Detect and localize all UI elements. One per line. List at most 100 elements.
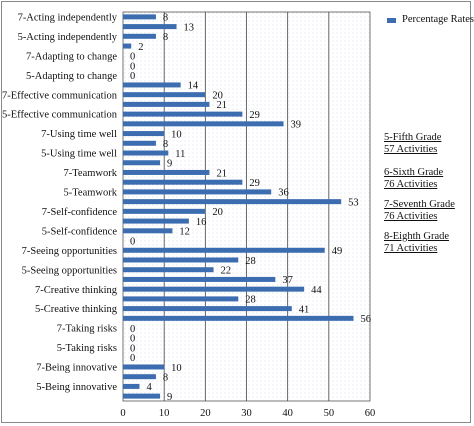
category-label: 7-Adapting to change xyxy=(26,51,117,62)
bar xyxy=(123,179,243,185)
value-label: 29 xyxy=(249,178,260,189)
bar xyxy=(123,121,284,127)
bar xyxy=(123,199,342,205)
value-label: 0 xyxy=(130,334,135,345)
value-label: 21 xyxy=(216,100,227,111)
grade-note-count: 71 Activities xyxy=(384,243,438,254)
value-label: 8 xyxy=(163,139,168,150)
bar xyxy=(123,189,272,195)
value-label: 2 xyxy=(138,42,143,53)
category-label: 5-Creative thinking xyxy=(35,304,118,315)
bar xyxy=(123,393,161,399)
category-label: 7-Self-confidence xyxy=(42,207,118,218)
value-label: 36 xyxy=(278,188,289,199)
legend-swatch xyxy=(387,18,396,23)
bar xyxy=(123,14,156,20)
value-label: 0 xyxy=(130,61,135,72)
x-tick-label: 40 xyxy=(282,408,293,419)
grade-note: 7-Seventh Grade 76 Activities xyxy=(384,199,455,223)
bar xyxy=(123,43,132,49)
bar xyxy=(123,218,189,224)
category-label: 5-Being innovative xyxy=(36,382,117,393)
bar xyxy=(123,160,161,166)
category-label: 7-Teamwork xyxy=(64,168,118,179)
x-tick-label: 50 xyxy=(324,408,335,419)
value-label: 39 xyxy=(291,120,302,131)
category-label: 7-Taking risks xyxy=(57,324,117,335)
category-label: 7-Being innovative xyxy=(36,363,117,374)
value-label: 8 xyxy=(163,372,168,383)
bar xyxy=(123,169,210,175)
x-tick-label: 60 xyxy=(365,408,376,419)
category-label: 7-Acting independently xyxy=(18,12,118,23)
bar xyxy=(123,286,305,292)
value-label: 14 xyxy=(188,81,199,92)
grade-note-count: 76 Activities xyxy=(384,179,438,190)
value-label: 37 xyxy=(282,275,293,286)
value-label: 0 xyxy=(130,236,135,247)
bar xyxy=(123,92,206,98)
value-label: 29 xyxy=(249,110,260,121)
grade-note-title: 6-Sixth Grade xyxy=(384,167,444,178)
bar xyxy=(123,315,354,321)
x-tick-label: 30 xyxy=(241,408,252,419)
category-label: 5-Seeing opportunities xyxy=(22,265,117,276)
category-label: 7-Using time well xyxy=(41,129,117,140)
value-label: 28 xyxy=(245,295,256,306)
value-label: 13 xyxy=(184,22,195,33)
category-label: 7-Effective communication xyxy=(2,90,118,101)
bar xyxy=(123,208,206,214)
bar xyxy=(123,111,243,117)
bar xyxy=(123,257,239,263)
bar xyxy=(123,374,156,380)
value-label: 20 xyxy=(212,90,223,101)
bar xyxy=(123,150,169,156)
bar xyxy=(123,296,239,302)
value-label: 53 xyxy=(348,197,359,208)
legend-label: Percentage Rates xyxy=(402,14,474,25)
category-label: 5-Taking risks xyxy=(57,343,117,354)
value-label: 22 xyxy=(221,266,232,277)
bar xyxy=(123,140,156,146)
grade-note-title: 7-Seventh Grade xyxy=(384,199,455,210)
category-label: 5-Acting independently xyxy=(18,32,118,43)
category-label: 7-Seeing opportunities xyxy=(22,246,117,257)
category-label: 5-Adapting to change xyxy=(26,71,117,82)
value-label: 0 xyxy=(130,353,135,364)
grade-note-title: 8-Eighth Grade xyxy=(384,231,450,242)
x-tick-label: 10 xyxy=(159,408,170,419)
value-label: 0 xyxy=(130,71,135,82)
value-label: 10 xyxy=(171,129,182,140)
value-label: 0 xyxy=(130,52,135,63)
category-label: 5-Teamwork xyxy=(64,188,118,199)
value-label: 12 xyxy=(179,227,190,238)
category-label: 5-Self-confidence xyxy=(42,226,118,237)
grade-note: 6-Sixth Grade 76 Activities xyxy=(384,167,443,191)
value-label: 0 xyxy=(130,324,135,335)
value-label: 56 xyxy=(361,314,372,325)
value-label: 16 xyxy=(196,217,207,228)
bar xyxy=(123,131,165,137)
value-label: 0 xyxy=(130,343,135,354)
x-tick-label: 20 xyxy=(200,408,211,419)
value-label: 4 xyxy=(146,382,152,393)
bar xyxy=(123,276,276,282)
value-label: 21 xyxy=(216,168,227,179)
grade-note-count: 57 Activities xyxy=(384,144,438,155)
value-label: 11 xyxy=(175,149,185,160)
bar xyxy=(123,24,177,30)
bar xyxy=(123,101,210,107)
bar xyxy=(123,33,156,39)
value-label: 9 xyxy=(167,159,172,170)
bar xyxy=(123,247,325,253)
value-label: 10 xyxy=(171,363,182,374)
value-label: 9 xyxy=(167,392,172,403)
value-label: 8 xyxy=(163,13,168,24)
x-tick-label: 0 xyxy=(120,408,125,419)
grade-note-title: 5-Fifth Grade xyxy=(384,132,442,143)
category-label: 5-Effective communication xyxy=(2,110,118,121)
value-label: 8 xyxy=(163,32,168,43)
bar xyxy=(123,383,140,389)
category-label: 7-Creative thinking xyxy=(35,285,118,296)
